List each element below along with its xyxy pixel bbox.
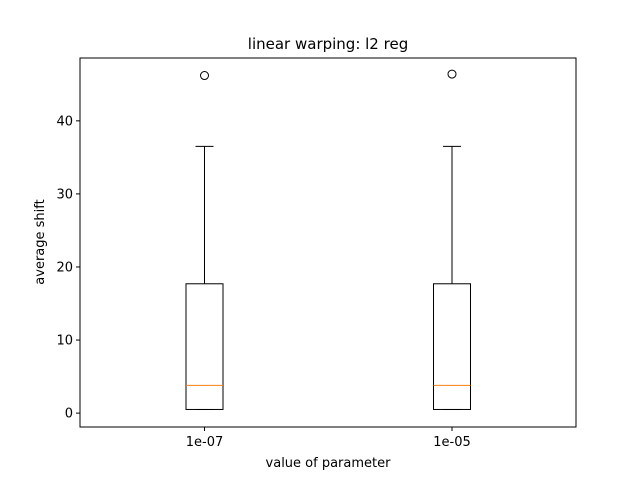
outlier-point [200, 71, 209, 81]
x-tick-label: 1e-07 [186, 435, 224, 450]
box-body [185, 283, 224, 410]
box-body [433, 283, 471, 410]
y-tick-label: 10 [56, 334, 73, 349]
x-axis: 1e-07 1e-05 [186, 427, 471, 450]
x-tick-label: 1e-05 [433, 435, 471, 450]
y-axis-label: average shift [33, 199, 48, 284]
plot-frame [79, 57, 577, 428]
y-tick-label: 20 [56, 260, 73, 275]
outlier-point [447, 69, 457, 79]
box-1e-07 [185, 71, 224, 410]
y-tick-label: 0 [65, 407, 73, 422]
y-axis: 0 10 20 30 40 [56, 114, 80, 422]
x-axis-label: value of parameter [266, 456, 392, 471]
chart-title: linear warping: l2 reg [248, 35, 408, 53]
y-tick-label: 40 [56, 114, 73, 129]
box-1e-05 [433, 69, 471, 410]
plot-area [185, 69, 471, 410]
y-tick-label: 30 [56, 187, 73, 202]
